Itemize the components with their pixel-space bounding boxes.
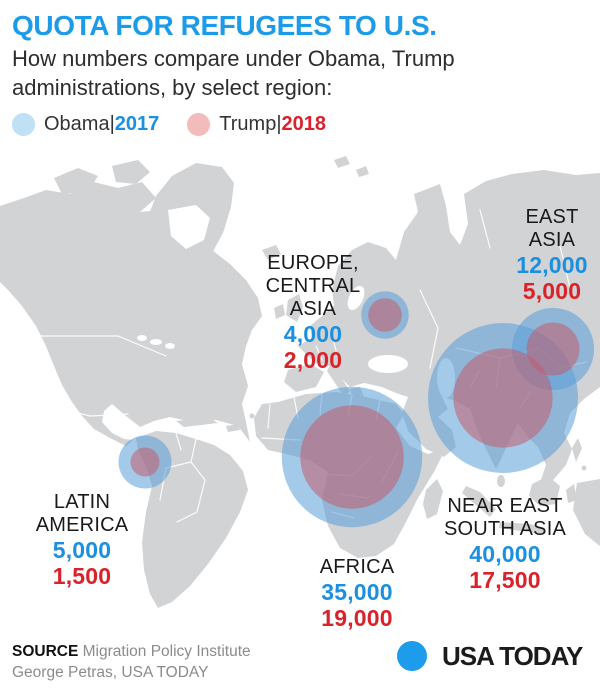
landmass-java [499, 522, 545, 534]
bubble-trump-near-east-south-asia [453, 348, 553, 448]
legend-obama-label: Obama [44, 113, 110, 135]
landmass-sri-lanka [497, 475, 505, 487]
bubble-trump-latin-america [130, 447, 160, 477]
landmass-cuba [176, 417, 218, 427]
bubble-trump-east-asia [526, 322, 580, 376]
landmass-arctic-island [334, 156, 350, 168]
subtitle-line-2: administrations, by select region: [12, 75, 333, 100]
great-lake [165, 343, 175, 349]
legend-trump-year: 2018 [281, 113, 327, 135]
landmass-japan [591, 354, 600, 381]
landmass-new-guinea [573, 479, 600, 546]
landmass-madagascar [423, 479, 443, 519]
landmass-arctic-island [356, 166, 369, 177]
landmass-north-america [0, 182, 262, 446]
trump-bubbles [130, 298, 580, 509]
legend-trump-label: Trump [219, 113, 277, 135]
page-title: QUOTA FOR REFUGEES TO U.S. [12, 10, 437, 41]
subtitle-line-1: How numbers compare under Obama, Trump [12, 46, 455, 71]
trump-swatch-circle [187, 113, 211, 136]
landmass-arctic-island [112, 160, 150, 184]
page-subtitle: How numbers compare under Obama, Trump a… [12, 44, 455, 102]
usatoday-logo-text: USA TODAY [442, 640, 583, 671]
landmass-philippines [581, 465, 587, 471]
obama-swatch-circle [12, 113, 35, 136]
usatoday-logo: USA TODAY [397, 640, 583, 672]
landmass-ireland [274, 304, 285, 319]
legend-separator: | [109, 113, 115, 135]
black-sea [368, 355, 408, 373]
bubble-trump-europe-central-asia [368, 298, 402, 332]
source-label: SOURCE [12, 643, 79, 660]
landmass-sumatra [462, 486, 496, 517]
credit-text: George Petras, USA TODAY [12, 664, 209, 681]
hudson-bay [168, 205, 210, 249]
great-lake [137, 335, 147, 341]
landmass-philippines [572, 438, 582, 462]
landmass-hispaniola [226, 424, 240, 432]
landmass-iceland [262, 245, 281, 260]
legend-item-obama: Obama | 2017 [12, 113, 159, 136]
world-map-svg [0, 156, 600, 608]
world-map: LATIN AMERICA 5,000 1,500 EUROPE, CENTRAL ASIA… [0, 150, 600, 645]
legend-item-trump: Trump | 2018 [187, 113, 326, 136]
source-text: Migration Policy Institute [82, 643, 251, 660]
landmass-bahamas [249, 413, 255, 419]
usatoday-logo-circle [397, 641, 427, 671]
landmass-sulawesi [566, 484, 577, 503]
landmass-britain [286, 294, 303, 322]
landmass-borneo [529, 476, 560, 506]
legend: Obama | 2017 Trump | 2018 [12, 113, 326, 136]
baltic-sea [347, 285, 365, 311]
great-lake [150, 339, 162, 345]
source-credit: SOURCE Migration Policy Institute George… [12, 641, 251, 683]
legend-obama-year: 2017 [114, 113, 160, 135]
legend-separator: | [276, 113, 282, 135]
landmass-iberia [284, 364, 324, 392]
bubble-trump-africa [300, 405, 404, 509]
